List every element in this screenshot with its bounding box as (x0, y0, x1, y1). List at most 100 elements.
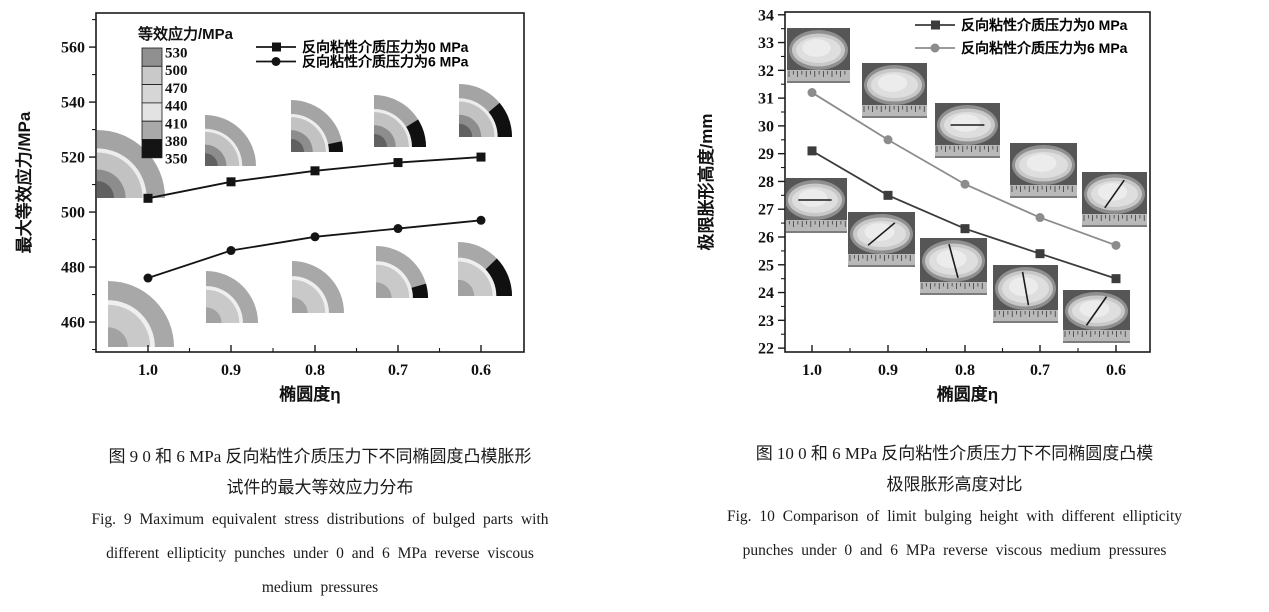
y-tick-label: 520 (61, 150, 85, 167)
colorbar-cell (141, 120, 163, 140)
figure-9-caption: 图 9 0 和 6 MPa 反向粘性介质压力下不同椭圆度凸模胀形 试件的最大等效… (0, 441, 640, 605)
specimen-insets (786, 28, 1147, 343)
y-tick-label: 30 (758, 118, 774, 135)
circle-marker (960, 179, 970, 189)
specimen-photo-inset (786, 178, 847, 233)
x-tick-label: 0.8 (305, 362, 325, 379)
x-tick-label: 0.8 (955, 362, 975, 379)
stress-contour-inset (205, 115, 256, 166)
square-marker (143, 193, 153, 203)
legend-circle-marker (930, 43, 940, 53)
crack-line (1104, 179, 1125, 209)
figure-9-caption-en-line2: different ellipticity punches under 0 an… (106, 545, 534, 562)
y-tick-label: 540 (61, 95, 85, 112)
circle-marker (310, 232, 320, 242)
y-tick-label: 22 (758, 341, 774, 358)
x-axis-title: 椭圆度η (937, 384, 998, 404)
y-tick-label: 27 (758, 202, 774, 219)
y-tick-label: 31 (758, 91, 774, 108)
stress-contour-inset (108, 281, 174, 347)
figure-10-caption-cn-line2: 极限胀形高度对比 (886, 475, 1023, 494)
x-axis-title: 椭圆度η (279, 384, 340, 404)
y-tick-label: 23 (758, 313, 774, 330)
series-6mpa (807, 88, 1121, 250)
colorbar-cell (141, 65, 163, 86)
figure-10-chart: 反向粘性介质压力为0 MPa 反向粘性介质压力为6 MPa 22 23 24 25 26 27… (696, 7, 1151, 404)
x-tick-label: 0.9 (221, 362, 241, 379)
colorbar-label: 500 (165, 63, 188, 79)
axes: 460 480 500 520 540 560 1.0 0.9 0.8 0.7 0.6 椭圆度η 最大等… (14, 12, 525, 404)
y-tick-label: 34 (758, 7, 774, 24)
colorbar-cell (141, 84, 163, 104)
circle-marker (476, 215, 486, 225)
x-tick-label: 0.6 (471, 362, 491, 379)
circle-marker (807, 88, 817, 98)
x-tick-label: 0.9 (878, 362, 898, 379)
x-tick-label: 1.0 (138, 362, 158, 379)
square-marker (883, 190, 893, 200)
y-tick-label: 500 (61, 205, 85, 222)
y-axis-title: 极限胀形高度/mm (696, 114, 716, 251)
series-0mpa (807, 146, 1121, 284)
x-tick-label: 0.7 (388, 362, 408, 379)
stress-contour-inset (376, 246, 428, 298)
stress-contour-inset (373, 95, 426, 147)
stress-contour-inset (291, 100, 343, 152)
figure-9-caption-cn-line2: 试件的最大等效应力分布 (226, 478, 414, 497)
square-marker (807, 146, 817, 156)
x-tick-label: 1.0 (802, 362, 822, 379)
y-axis-title: 最大等效应力/MPa (14, 111, 34, 253)
y-tick-label: 24 (758, 285, 774, 302)
colorbar-label: 440 (165, 99, 188, 115)
colorbar-cell (141, 102, 163, 122)
square-marker (226, 177, 236, 187)
crack-line (1085, 296, 1108, 326)
y-tick-label: 25 (758, 257, 774, 274)
legend: 反向粘性介质压力为0 MPa 反向粘性介质压力为6 MPa (915, 17, 1128, 56)
circle-marker (883, 135, 893, 145)
crack-line (1021, 271, 1030, 306)
figure-10-caption: 图 10 0 和 6 MPa 反向粘性介质压力下不同椭圆度凸模 极限胀形高度对比… (640, 438, 1269, 568)
specimen-photo-inset (1082, 172, 1147, 227)
legend-square-marker (931, 20, 940, 30)
specimen-photo-inset (920, 238, 987, 295)
figure-10: 反向粘性介质压力为0 MPa 反向粘性介质压力为6 MPa 22 23 24 25 26 27… (640, 0, 1269, 612)
square-marker (393, 158, 403, 168)
contour-insets (97, 84, 512, 347)
circle-marker (143, 273, 153, 283)
x-tick-label: 0.7 (1030, 362, 1050, 379)
circle-marker (393, 224, 403, 234)
legend-square-marker (272, 42, 281, 52)
colorbar-label: 530 (165, 46, 188, 62)
square-marker (310, 166, 320, 176)
legend-entry-label: 反向粘性介质压力为0 MPa (961, 17, 1128, 33)
y-tick-label: 460 (61, 315, 85, 332)
colorbar-cell (141, 47, 163, 67)
square-marker (1035, 249, 1045, 259)
figure-10-caption-en-line1: Fig. 10 Comparison of limit bulging heig… (726, 508, 1183, 525)
axes: 22 23 24 25 26 27 28 29 30 31 32 33 34 1.0 0.9 0.8 0.7 0.… (696, 7, 1151, 404)
square-marker (476, 152, 486, 162)
crack-line (948, 243, 959, 279)
specimen-photo-inset (1010, 143, 1077, 198)
figure-9-caption-en-line1: Fig. 9 Maximum equivalent stress distrib… (91, 511, 549, 528)
series-6mpa (143, 215, 486, 283)
colorbar-label: 470 (165, 81, 188, 97)
specimen-photo-inset (935, 103, 1000, 158)
specimen-photo-inset (993, 265, 1058, 323)
figure-9-caption-cn-line1: 图 9 0 和 6 MPa 反向粘性介质压力下不同椭圆度凸模胀形 (108, 447, 532, 466)
figure-10-caption-cn-line1: 图 10 0 和 6 MPa 反向粘性介质压力下不同椭圆度凸模 (755, 444, 1154, 463)
colorbar-cell (141, 139, 163, 159)
colorbar-label: 380 (165, 134, 188, 150)
legend-entry-label: 反向粘性介质压力为6 MPa (961, 40, 1128, 56)
y-tick-label: 26 (758, 230, 774, 247)
y-tick-label: 32 (758, 63, 774, 80)
series-0mpa (143, 152, 486, 203)
x-tick-label: 0.6 (1106, 362, 1126, 379)
colorbar-title: 等效应力/MPa (138, 25, 234, 43)
circle-marker (226, 246, 236, 256)
circle-marker (1035, 213, 1045, 223)
specimen-photo-inset (862, 63, 927, 118)
figure-9-caption-en-line3: medium pressures (261, 579, 379, 596)
